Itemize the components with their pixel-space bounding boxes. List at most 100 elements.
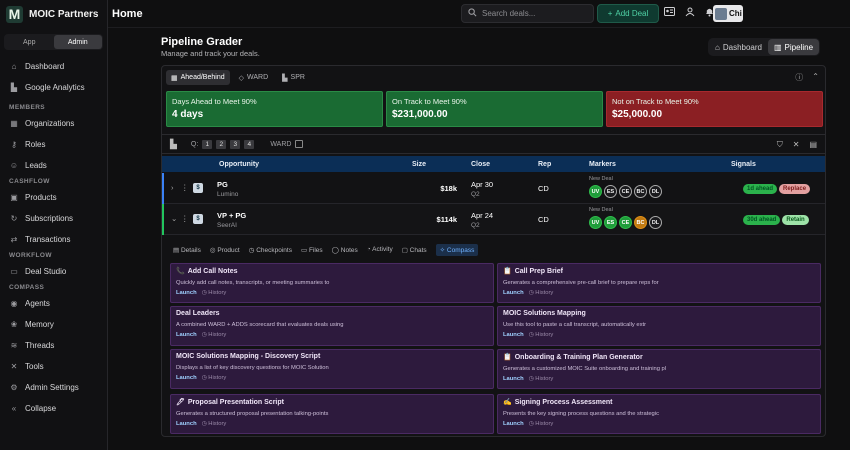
marker-badge[interactable]: ES: [604, 185, 617, 198]
marker-badge[interactable]: UV: [589, 185, 602, 198]
history-link[interactable]: ◷ History: [529, 421, 554, 427]
bell-icon[interactable]: [704, 6, 715, 17]
sidebar-item-leads[interactable]: ☺ Leads: [0, 155, 107, 176]
table-row[interactable]: › ⋮ $ PG Lumino $18k Apr 30 Q2 CD New Deal UV ES CE B…: [162, 173, 825, 204]
tab-ward[interactable]: ◇ WARD: [234, 70, 274, 85]
sidebar-item-memory[interactable]: ❀ Memory: [0, 314, 107, 335]
search-input[interactable]: Search deals...: [461, 4, 594, 23]
user-menu[interactable]: Chi: [713, 5, 743, 22]
history-link[interactable]: ◷ History: [202, 290, 227, 296]
marker-badge[interactable]: UV: [589, 216, 602, 229]
mode-admin[interactable]: Admin: [53, 35, 102, 49]
col-signals[interactable]: Signals: [731, 160, 756, 168]
tab-notes[interactable]: ◯ Notes: [332, 246, 358, 254]
sidebar-item-deal-studio[interactable]: ▭ Deal Studio: [0, 261, 107, 282]
tab-checkpoints[interactable]: ◷ Checkpoints: [249, 246, 292, 254]
history-link[interactable]: ◷ History: [202, 375, 227, 381]
sidebar: M MOIC Partners App Admin ⌂ Dashboard ▙ Goo…: [0, 0, 108, 450]
sidebar-item-dashboard[interactable]: ⌂ Dashboard: [0, 56, 107, 77]
marker-badge[interactable]: ES: [604, 216, 617, 229]
quarter-4[interactable]: 4: [244, 139, 255, 149]
tab-spr[interactable]: ▙ SPR: [277, 70, 310, 85]
col-size[interactable]: Size: [412, 160, 427, 168]
info-icon[interactable]: ⓘ: [795, 73, 804, 82]
tool-card[interactable]: MOIC Solutions Mapping - Discovery Scrip…: [170, 349, 494, 389]
quarter-3[interactable]: 3: [230, 139, 241, 149]
marker-badge[interactable]: DL: [649, 185, 662, 198]
tab-label: Activity: [372, 246, 393, 253]
launch-link[interactable]: Launch: [503, 332, 524, 338]
history-link[interactable]: ◷ History: [202, 421, 227, 427]
tool-card[interactable]: 🖊 Proposal Presentation Script Generates a…: [170, 394, 494, 434]
tab-label: Product: [217, 246, 240, 254]
tab-ahead-behind[interactable]: ▦ Ahead/Behind: [166, 70, 230, 85]
tool-card[interactable]: 📋 Onboarding & Training Plan Generator Gen…: [497, 349, 821, 389]
marker-badge[interactable]: DL: [649, 216, 662, 229]
tab-details[interactable]: ▤ Details: [173, 246, 201, 254]
sidebar-item-roles[interactable]: ⚷ Roles: [0, 134, 107, 155]
add-deal-button[interactable]: + Add Deal: [597, 4, 659, 23]
history-link[interactable]: ◷ History: [529, 332, 554, 338]
tool-card[interactable]: ✍ Signing Process Assessment Presents the …: [497, 394, 821, 434]
tool-card[interactable]: MOIC Solutions Mapping Use this tool to p…: [497, 306, 821, 346]
sidebar-item-tools[interactable]: ✕ Tools: [0, 356, 107, 377]
quarter-1[interactable]: 1: [202, 139, 213, 149]
sidebar-item-subscriptions[interactable]: ↻ Subscriptions: [0, 208, 107, 229]
sidebar-item-admin-settings[interactable]: ⚙ Admin Settings: [0, 377, 107, 398]
deal-name[interactable]: PG: [217, 180, 228, 189]
launch-link[interactable]: Launch: [503, 376, 524, 382]
launch-link[interactable]: Launch: [176, 421, 197, 427]
tab-chats[interactable]: ▢ Chats: [402, 246, 427, 254]
col-rep[interactable]: Rep: [538, 160, 552, 168]
tool-card[interactable]: 📞 Add Call Notes Quickly add call notes, t…: [170, 263, 494, 303]
history-link[interactable]: ◷ History: [529, 376, 554, 382]
notes-icon: ◯: [331, 246, 341, 254]
history-link[interactable]: ◷ History: [202, 332, 227, 338]
chevron-down-icon[interactable]: ⌄: [171, 214, 178, 223]
view-dashboard[interactable]: ⌂ Dashboard: [709, 39, 768, 55]
sidebar-item-organizations[interactable]: ▦ Organizations: [0, 113, 107, 134]
tab-product[interactable]: ◎ Product: [210, 246, 240, 254]
sidebar-item-collapse[interactable]: « Collapse: [0, 398, 107, 419]
launch-link[interactable]: Launch: [176, 290, 197, 296]
launch-link[interactable]: Launch: [503, 290, 524, 296]
chart-icon[interactable]: ▙: [170, 138, 177, 149]
col-opportunity[interactable]: Opportunity: [219, 160, 260, 168]
sidebar-item-google-analytics[interactable]: ▙ Google Analytics: [0, 77, 107, 98]
archive-icon[interactable]: ▤: [809, 140, 817, 149]
sidebar-item-agents[interactable]: ◉ Agents: [0, 293, 107, 314]
tab-activity[interactable]: ◔ Activity: [367, 246, 393, 253]
more-options-icon[interactable]: ⋮: [181, 183, 189, 192]
sidebar-item-threads[interactable]: ≋ Threads: [0, 335, 107, 356]
table-row[interactable]: ⌄ ⋮ $ VP + PG SeerAI $114k Apr 24 Q2 CD New Deal U…: [162, 204, 825, 235]
sidebar-item-products[interactable]: ▣ Products: [0, 187, 107, 208]
user-switch-icon[interactable]: [684, 6, 695, 17]
quarter-2[interactable]: 2: [216, 139, 227, 149]
brand[interactable]: M MOIC Partners: [0, 0, 107, 28]
id-card-icon[interactable]: [664, 6, 675, 17]
mode-app[interactable]: App: [23, 38, 36, 46]
tool-card[interactable]: 📋 Call Prep Brief Generates a comprehensiv…: [497, 263, 821, 303]
marker-badge[interactable]: CE: [619, 216, 632, 229]
sidebar-item-transactions[interactable]: ⇄ Transactions: [0, 229, 107, 250]
close-icon[interactable]: ✕: [792, 140, 800, 149]
tab-compass[interactable]: ✧ Compass: [435, 243, 479, 256]
view-pipeline[interactable]: ▥ Pipeline: [767, 39, 820, 55]
marker-badge[interactable]: BC: [634, 185, 647, 198]
tab-files[interactable]: ▭ Files: [301, 246, 323, 254]
more-options-icon[interactable]: ⋮: [181, 214, 189, 223]
tool-card[interactable]: Deal Leaders A combined WARD + ADDS score…: [170, 306, 494, 346]
launch-link[interactable]: Launch: [176, 332, 197, 338]
deal-name[interactable]: VP + PG: [217, 211, 247, 220]
chevron-up-icon[interactable]: ⌃: [812, 72, 819, 81]
filter-icon[interactable]: ⛉: [776, 140, 783, 149]
col-close[interactable]: Close: [471, 160, 491, 168]
launch-link[interactable]: Launch: [176, 375, 197, 381]
marker-badge[interactable]: CE: [619, 185, 632, 198]
marker-badge[interactable]: BC: [634, 216, 647, 229]
chevron-right-icon[interactable]: ›: [171, 183, 174, 192]
ward-checkbox[interactable]: [295, 140, 304, 148]
col-markers[interactable]: Markers: [589, 160, 616, 168]
launch-link[interactable]: Launch: [503, 421, 524, 427]
history-link[interactable]: ◷ History: [529, 290, 554, 296]
